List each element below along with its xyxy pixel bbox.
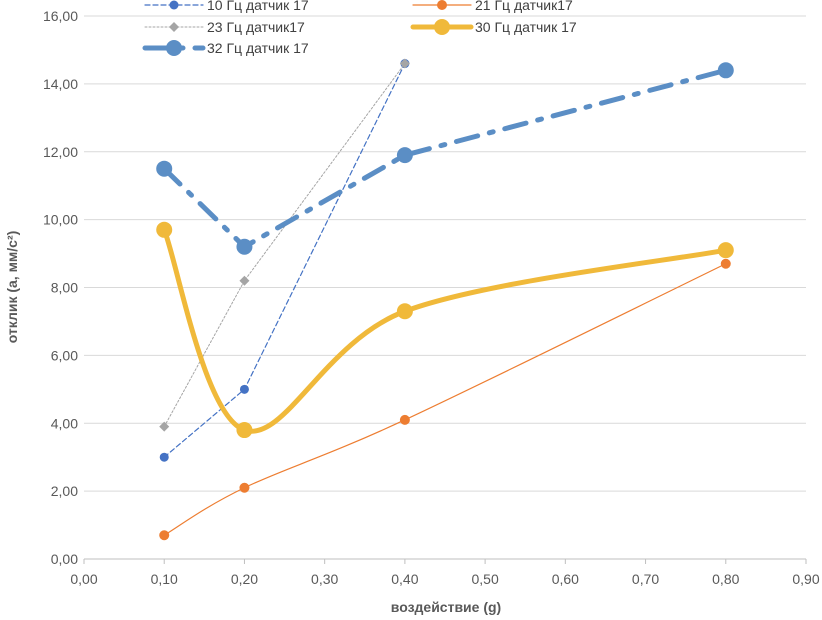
legend-swatch-marker [434, 19, 450, 35]
data-point [396, 303, 413, 320]
legend-label: 10 Гц датчик 17 [207, 0, 309, 13]
series-line [161, 227, 729, 434]
data-point [399, 414, 410, 425]
series-2 [159, 258, 731, 541]
y-tick-label: 2,00 [51, 483, 78, 499]
x-tick-label: 0,90 [792, 571, 819, 587]
series-line [161, 67, 729, 250]
series-layer [156, 58, 734, 541]
data-point [720, 258, 731, 269]
x-tick-label: 0,10 [151, 571, 178, 587]
legend-swatch-marker [169, 0, 179, 10]
y-axis-title: отклик (a, мм/с²) [4, 231, 20, 344]
data-point [399, 58, 410, 69]
x-tick-label: 0,50 [471, 571, 498, 587]
data-point [156, 221, 173, 238]
series-4 [156, 221, 734, 439]
data-point [239, 482, 250, 493]
x-tick-label: 0,00 [70, 571, 97, 587]
legend: 10 Гц датчик 17 21 Гц датчик17 23 Гц датчи… [142, 0, 577, 56]
series-line [163, 63, 406, 428]
legend-swatch-marker [166, 40, 182, 56]
x-tick-label: 0,30 [311, 571, 338, 587]
legend-item: 10 Гц датчик 17 [144, 0, 309, 13]
x-tick-label: 0,80 [712, 571, 739, 587]
legend-label: 30 Гц датчик 17 [475, 19, 577, 35]
legend-swatch-marker [437, 0, 447, 10]
data-point [239, 384, 249, 394]
series-5 [156, 62, 734, 255]
x-tick-labels: 0,00 0,10 0,20 0,30 0,40 0,50 0,60 0,70 0,80 0,90 [70, 571, 819, 587]
data-point [236, 238, 253, 255]
x-tick-label: 0,70 [632, 571, 659, 587]
legend-item: 23 Гц датчик17 [144, 19, 305, 35]
legend-item: 30 Гц датчик 17 [410, 19, 577, 35]
y-tick-label: 16,00 [43, 8, 78, 24]
x-tick-label: 0,60 [552, 571, 579, 587]
data-point [396, 147, 413, 164]
series-1 [159, 59, 410, 462]
series-3 [159, 58, 410, 432]
y-tick-label: 12,00 [43, 144, 78, 160]
y-tick-label: 0,00 [51, 551, 78, 567]
x-axis-title: воздействие (g) [391, 599, 501, 615]
x-tick-label: 0,20 [231, 571, 258, 587]
data-point [717, 242, 734, 259]
legend-item: 32 Гц датчик 17 [142, 40, 309, 56]
axes [83, 558, 807, 564]
y-tick-label: 14,00 [43, 76, 78, 92]
data-point [236, 422, 253, 439]
legend-label: 32 Гц датчик 17 [207, 40, 309, 56]
y-tick-labels: 0,00 2,00 4,00 6,00 8,00 10,00 12,00 14,00 16,00 [43, 8, 78, 567]
data-point [159, 530, 170, 541]
data-point [239, 275, 250, 286]
x-tick-label: 0,40 [391, 571, 418, 587]
legend-label: 21 Гц датчик17 [475, 0, 573, 13]
series-line [163, 62, 406, 458]
y-tick-label: 4,00 [51, 415, 78, 431]
data-point [159, 452, 169, 462]
data-point [717, 62, 734, 79]
data-point [156, 160, 173, 177]
y-tick-label: 8,00 [51, 280, 78, 296]
y-tick-label: 6,00 [51, 347, 78, 363]
legend-label: 23 Гц датчик17 [207, 19, 305, 35]
y-tick-label: 10,00 [43, 212, 78, 228]
data-point [159, 421, 170, 432]
legend-item: 21 Гц датчик17 [412, 0, 573, 13]
series-line [163, 263, 727, 536]
legend-swatch-marker [169, 22, 179, 32]
